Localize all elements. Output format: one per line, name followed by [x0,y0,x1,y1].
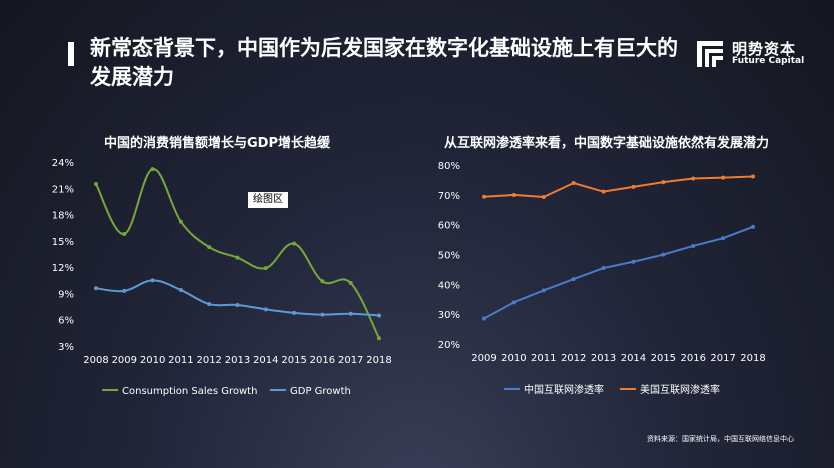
series-line [95,279,380,317]
y-tick-label: 60% [438,221,460,232]
series-line [483,175,754,199]
data-point [691,243,696,248]
x-tick-label: 2017 [338,355,363,366]
data-point [263,307,268,312]
data-point [511,192,516,197]
data-point [178,219,183,224]
series-line [95,168,380,339]
data-point [235,255,240,260]
x-tick-label: 2014 [253,355,278,366]
x-tick-label: 2013 [225,355,250,366]
data-point [721,175,726,180]
x-tick-label: 2018 [740,353,765,364]
x-tick-label: 2009 [471,353,496,364]
data-point [320,312,325,317]
data-point [207,302,212,307]
series-line [483,225,754,320]
y-tick-label: 40% [438,280,460,291]
data-point [292,310,297,315]
y-tick-label: 50% [438,251,460,262]
data-point [178,288,183,293]
chart2-title: 从互联网渗透率来看，中国数字基础设施依然有发展潜力 [444,136,770,151]
data-point [511,300,516,305]
data-point [122,288,127,293]
x-tick-label: 2015 [281,355,306,366]
data-point [150,278,155,283]
y-tick-label: 15% [52,237,74,248]
plot-area-label: 绘图区 [248,192,288,208]
data-point [263,266,268,271]
data-point [631,259,636,264]
x-tick-label: 2011 [531,353,556,364]
data-point [571,277,576,282]
x-tick-label: 2018 [366,355,391,366]
data-point [122,231,127,236]
x-tick-label: 2010 [501,353,526,364]
x-tick-label: 2012 [561,353,586,364]
internet-penetration-chart: 20% 30% 40% 50% 60% 70% 80% 2009 2010 2011 2012 201… [438,161,766,396]
data-point [721,236,726,241]
data-point [94,286,98,291]
chart1-title: 中国的消费销售额增长与GDP增长趋缓 [104,136,330,151]
page-title: 新常态背景下，中国作为后发国家在数字化基础设施上有巨大的发展潜力 [90,36,678,89]
data-point [751,174,755,179]
logo-name-en: Future Capital [732,56,805,66]
data-point [482,194,486,199]
data-point [207,245,212,250]
data-point [631,184,636,189]
data-point [601,266,606,271]
data-point [348,281,353,286]
data-point [601,189,606,194]
y-tick-label: 20% [438,340,460,351]
y-tick-label: 6% [58,316,74,327]
x-tick-label: 2016 [680,353,705,364]
x-tick-label: 2015 [651,353,676,364]
data-point [377,336,381,341]
x-tick-label: 2016 [310,355,335,366]
data-point [150,167,155,172]
data-point [541,288,546,293]
legend-entry: Consumption Sales Growth [122,386,257,397]
data-point [94,182,98,187]
data-point [235,302,240,307]
data-point [661,180,666,185]
future-capital-logo-icon [697,41,723,67]
data-point [661,252,666,257]
x-tick-label: 2012 [196,355,221,366]
y-tick-label: 21% [52,184,74,195]
logo: 明势资本 Future Capital [694,38,834,70]
legend-entry: 中国互联网渗透率 [524,383,604,396]
x-tick-label: 2008 [83,355,108,366]
title-accent-bar [68,42,74,66]
data-point [320,279,325,284]
x-tick-label: 2017 [710,353,735,364]
data-point [691,176,696,181]
data-point [482,316,486,321]
y-tick-label: 80% [438,161,460,172]
source-note: 资料来源：国家统计局，中国互联网络信息中心 [647,435,794,443]
x-tick-label: 2011 [168,355,193,366]
y-tick-label: 18% [52,211,74,222]
y-tick-label: 3% [58,342,74,353]
legend-entry: GDP Growth [290,386,351,397]
y-tick-label: 12% [52,263,74,274]
x-tick-label: 2009 [112,355,137,366]
data-point [541,195,546,200]
data-point [377,313,381,318]
x-tick-label: 2014 [621,353,646,364]
legend-entry: 美国互联网渗透率 [640,383,720,396]
y-tick-label: 30% [438,310,460,321]
x-tick-label: 2013 [591,353,616,364]
data-point [348,311,353,316]
y-tick-label: 9% [58,289,74,300]
data-point [292,241,297,246]
data-point [571,181,576,186]
y-tick-label: 24% [52,158,74,169]
y-tick-label: 70% [438,191,460,202]
data-point [751,224,755,229]
x-tick-label: 2010 [140,355,165,366]
consumption-gdp-chart: 3%6%9%12%15%18%21%24%2008 2009 2010 2011 201… [52,158,392,397]
logo-name-cn: 明势资本 [732,40,797,58]
